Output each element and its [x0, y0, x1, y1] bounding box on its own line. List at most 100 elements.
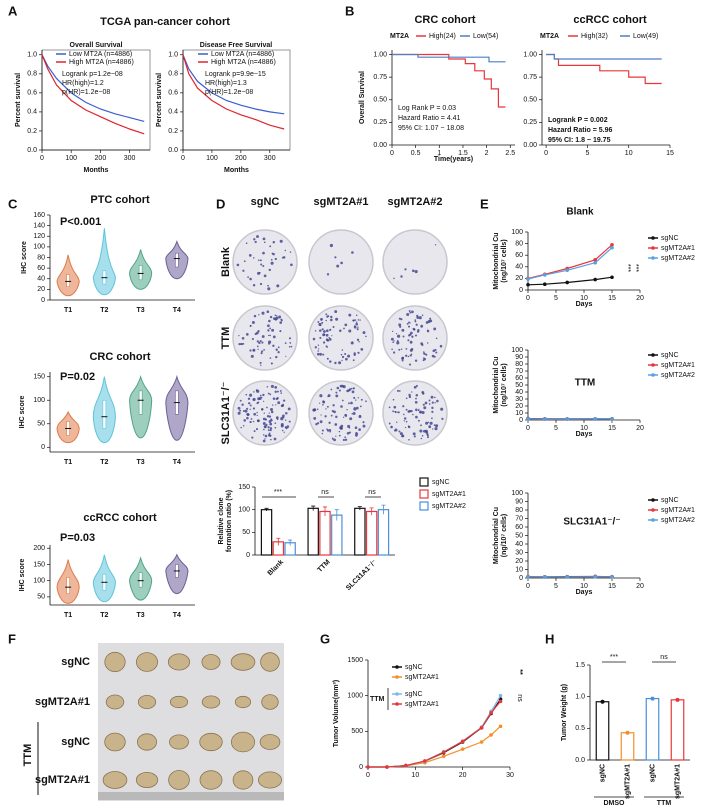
colony — [413, 385, 417, 389]
colony — [435, 351, 438, 354]
legend-label: High MT2A (n=4886) — [211, 59, 276, 66]
colony — [267, 392, 270, 395]
tumor — [260, 652, 280, 672]
y-tick-label: 0.4 — [168, 109, 178, 116]
colony — [335, 435, 337, 437]
colony — [341, 384, 344, 388]
data-point — [526, 575, 530, 579]
ruler — [98, 792, 284, 800]
colony — [415, 323, 418, 326]
colony — [325, 329, 329, 333]
colony — [358, 340, 360, 343]
data-point — [593, 277, 597, 282]
colony — [269, 422, 273, 426]
x-tick-label: sgMT2A#1 — [624, 764, 631, 799]
legend-marker — [651, 246, 655, 250]
y-tick-label: 50 — [37, 421, 45, 428]
colony — [318, 402, 321, 404]
row-label: Blank — [220, 246, 232, 277]
colony — [357, 319, 360, 321]
colony — [400, 348, 403, 351]
colony — [422, 392, 425, 395]
colony — [396, 421, 398, 423]
colony — [289, 342, 292, 344]
colony — [350, 401, 353, 405]
colony — [252, 349, 255, 352]
colony — [353, 407, 357, 411]
colony — [356, 338, 360, 341]
legend-label: High MT2A (n=4886) — [69, 59, 134, 66]
colony — [242, 269, 245, 272]
colony — [247, 397, 251, 400]
bar — [377, 509, 390, 556]
legend-swatch — [419, 477, 429, 487]
colony — [258, 271, 261, 274]
colony — [409, 354, 412, 357]
colony — [323, 330, 326, 333]
colony — [260, 263, 263, 266]
annotation: P<0.001 — [60, 216, 101, 228]
bar — [365, 510, 378, 556]
colony — [403, 413, 405, 416]
data-point — [543, 575, 547, 579]
colony — [260, 352, 263, 355]
y-tick-label: 10 — [515, 410, 523, 417]
y-axis-label: Relative clone — [218, 497, 225, 544]
colony — [314, 330, 317, 332]
colony — [351, 413, 353, 415]
colony — [414, 270, 418, 274]
data-point — [600, 699, 605, 704]
x-tick-label: 0 — [40, 155, 44, 162]
colony — [402, 335, 405, 338]
annotation: ** — [516, 669, 523, 675]
colony — [332, 404, 335, 407]
colony — [334, 310, 338, 314]
legend-label: sgNC — [661, 497, 679, 504]
colony — [312, 408, 316, 412]
bar — [307, 507, 319, 556]
colony — [270, 258, 273, 261]
colony — [280, 318, 283, 321]
series-line — [182, 54, 285, 130]
colony — [405, 397, 408, 400]
colony — [407, 339, 410, 342]
y-tick-label: 1.0 — [575, 694, 585, 701]
legend-label: High(32) — [581, 33, 608, 40]
colony — [322, 353, 325, 356]
colony — [406, 322, 409, 325]
colony — [281, 429, 284, 432]
colony — [244, 409, 248, 413]
colony — [249, 393, 253, 397]
y-tick-label: 20 — [37, 286, 45, 293]
colony — [411, 310, 414, 314]
y-tick-label: 1.0 — [27, 52, 37, 59]
data-point — [498, 724, 503, 729]
x-tick-label: T4 — [173, 307, 181, 314]
tumor — [102, 771, 128, 789]
colony — [328, 421, 331, 424]
column-label: sgMT2A#1 — [313, 196, 368, 208]
y-tick-label: 100 — [511, 229, 523, 236]
legend-marker — [651, 508, 655, 512]
colony — [320, 414, 322, 416]
colony — [335, 391, 338, 394]
colony — [312, 337, 316, 341]
data-point — [593, 258, 597, 262]
row-label: sgNC — [61, 656, 90, 668]
y-tick-label: 1500 — [347, 657, 363, 664]
colony — [330, 315, 333, 319]
y-tick-label: 0 — [246, 552, 250, 559]
error-bar — [276, 537, 281, 546]
colony — [317, 350, 319, 352]
legend-label: sgMT2A#2 — [661, 517, 695, 524]
annotation: 95% CI: 1.07 − 18.08 — [398, 125, 464, 132]
annotation: HR(high)=1.2 — [62, 80, 104, 87]
annotation: ns — [660, 654, 668, 661]
colony — [321, 321, 324, 324]
colony — [322, 341, 326, 344]
colony — [424, 401, 428, 405]
y-tick-label: 0.25 — [373, 119, 387, 126]
colony — [237, 406, 241, 410]
error-bar — [311, 505, 316, 511]
tumor — [167, 653, 191, 671]
